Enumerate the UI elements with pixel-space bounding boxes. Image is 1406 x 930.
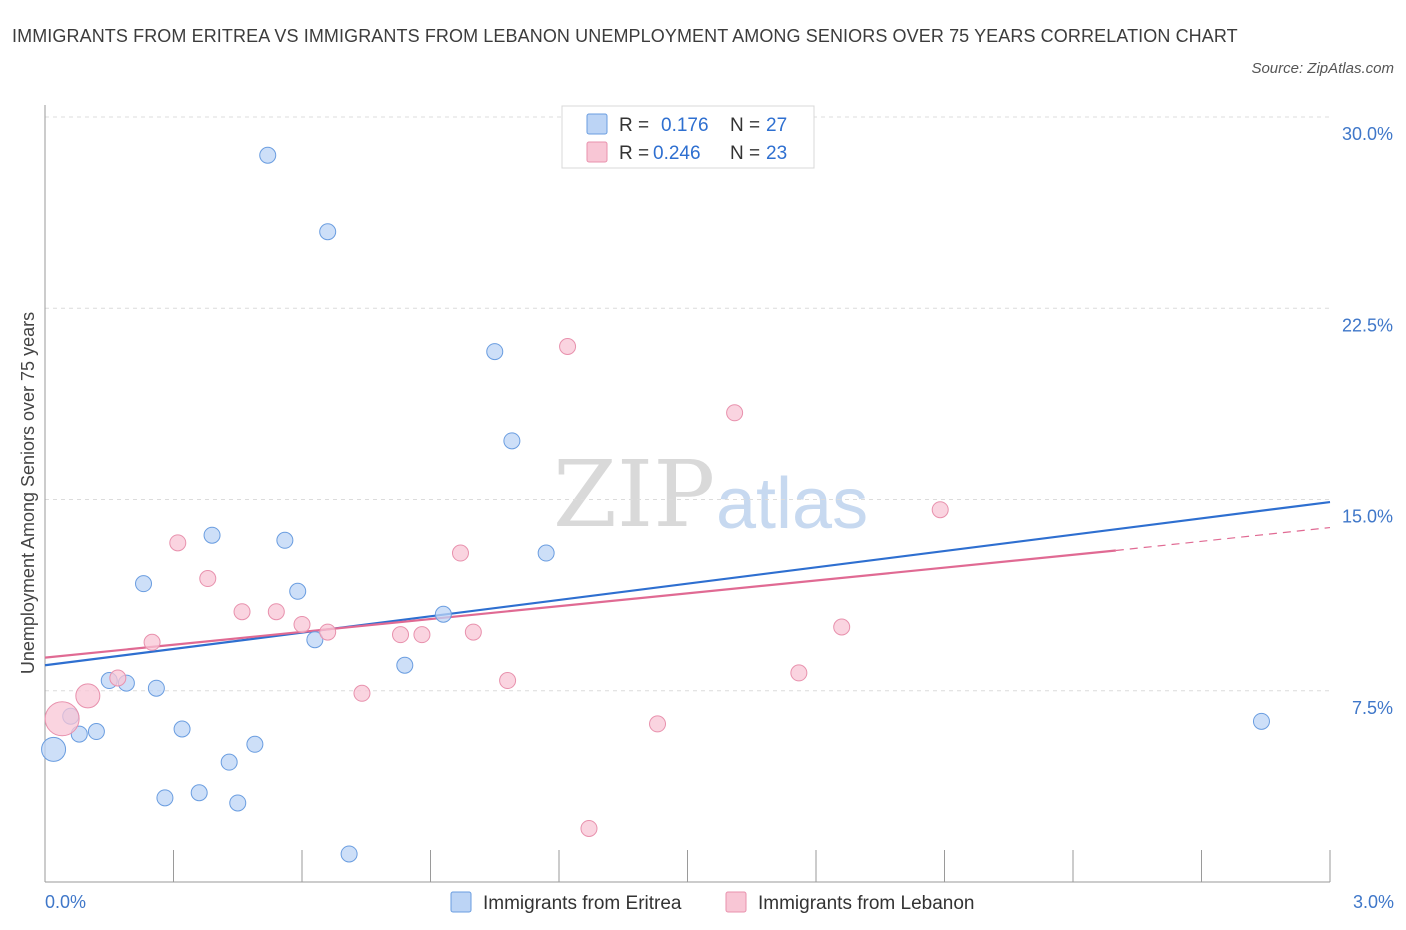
series-legend-swatch-lebanon <box>725 891 747 913</box>
series-legend-label-eritrea: Immigrants from Eritrea <box>483 893 682 914</box>
legend-swatch-eritrea <box>586 113 608 135</box>
y-tick-label: 30.0% <box>1342 124 1393 144</box>
y-tick-labels: 7.5% 15.0% 22.5% 30.0% <box>1342 124 1393 718</box>
watermark-atlas: atlas <box>716 464 868 544</box>
legend-n-label-lebanon: N = <box>730 143 760 164</box>
y-tick-label: 22.5% <box>1342 315 1393 335</box>
point-eritrea <box>147 679 165 697</box>
x-tick-label-max: 3.0% <box>1353 892 1394 912</box>
point-lebanon <box>109 669 127 687</box>
y-tick-label: 15.0% <box>1342 507 1393 527</box>
legend-r-label-eritrea: R = <box>619 115 649 136</box>
point-lebanon <box>199 570 217 588</box>
legend-n-value-lebanon: 23 <box>766 143 787 164</box>
point-eritrea <box>246 735 264 753</box>
point-eritrea <box>190 784 208 802</box>
point-eritrea <box>319 223 337 241</box>
series-legend: Immigrants from Eritrea Immigrants from … <box>450 891 975 914</box>
trend-lines <box>44 500 1331 667</box>
point-eritrea <box>41 736 67 762</box>
point-eritrea <box>203 526 221 544</box>
point-eritrea <box>276 531 294 549</box>
legend-r-label-lebanon: R = <box>619 143 649 164</box>
point-lebanon <box>790 664 808 682</box>
point-lebanon <box>293 615 311 633</box>
point-lebanon <box>169 534 187 552</box>
point-eritrea <box>220 753 238 771</box>
legend-r-value-eritrea: 0.176 <box>661 115 709 136</box>
point-lebanon <box>580 819 598 837</box>
point-eritrea <box>289 582 307 600</box>
legend-r-value-lebanon: 0.246 <box>653 143 701 164</box>
point-eritrea <box>156 789 174 807</box>
series-legend-swatch-eritrea <box>450 891 472 913</box>
legend-n-value-eritrea: 27 <box>766 115 787 136</box>
chart-title: IMMIGRANTS FROM ERITREA VS IMMIGRANTS FR… <box>12 26 1238 46</box>
trend-line-eritrea <box>44 500 1331 667</box>
trend-line-lebanon <box>44 549 1116 659</box>
point-lebanon <box>464 623 482 641</box>
point-lebanon <box>931 501 949 519</box>
point-lebanon <box>499 672 517 690</box>
point-lebanon <box>267 603 285 621</box>
point-lebanon <box>392 626 410 644</box>
point-eritrea <box>537 544 555 562</box>
point-eritrea <box>486 343 504 361</box>
point-eritrea <box>396 656 414 674</box>
point-lebanon <box>233 603 251 621</box>
series-legend-label-lebanon: Immigrants from Lebanon <box>758 893 975 914</box>
point-eritrea <box>229 794 247 812</box>
point-eritrea <box>135 575 153 593</box>
trend-line-lebanon-extension <box>1115 526 1331 552</box>
y-axis-label: Unemployment Among Seniors over 75 years <box>18 312 38 674</box>
legend-n-label-eritrea: N = <box>730 115 760 136</box>
point-lebanon <box>353 684 371 702</box>
point-lebanon <box>649 715 667 733</box>
point-eritrea <box>434 605 452 623</box>
point-eritrea <box>87 723 105 741</box>
x-tick-label-min: 0.0% <box>45 892 86 912</box>
point-lebanon <box>75 683 101 709</box>
y-tick-label: 7.5% <box>1352 698 1393 718</box>
point-lebanon <box>143 633 161 651</box>
point-lebanon <box>559 338 577 355</box>
point-lebanon <box>451 544 469 562</box>
point-eritrea <box>173 720 191 738</box>
point-eritrea <box>503 432 521 450</box>
point-lebanon <box>319 623 337 641</box>
point-eritrea <box>306 631 324 649</box>
point-eritrea <box>1252 712 1270 730</box>
point-lebanon <box>413 626 431 644</box>
watermark-zip: ZIP <box>553 441 715 548</box>
point-lebanon <box>44 701 80 737</box>
data-points <box>41 146 1270 863</box>
correlation-legend: R = 0.176 N = 27 R = 0.246 N = 23 <box>561 105 815 169</box>
legend-swatch-lebanon <box>586 141 608 163</box>
source-label: Source: ZipAtlas.com <box>1251 60 1394 77</box>
point-eritrea <box>340 845 358 863</box>
point-lebanon <box>833 618 851 636</box>
point-eritrea <box>259 146 277 164</box>
point-lebanon <box>726 404 744 422</box>
